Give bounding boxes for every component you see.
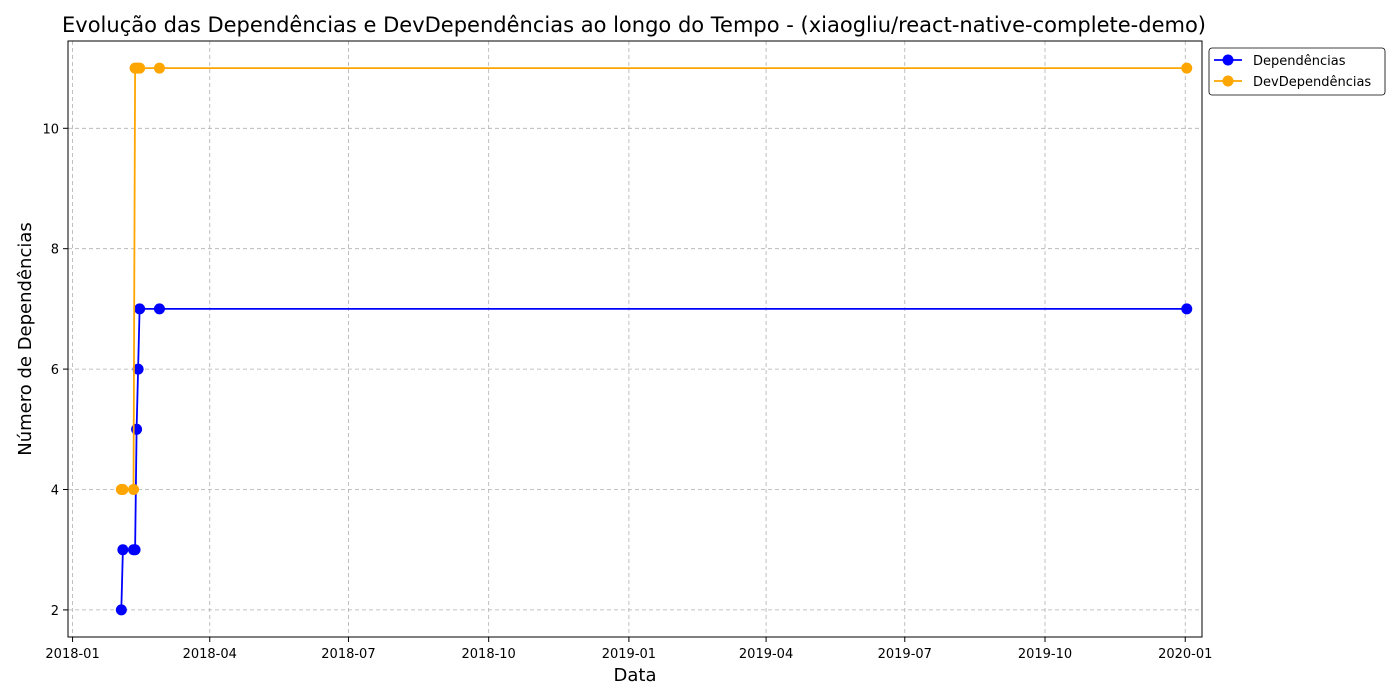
y-tick-label: 8 (51, 243, 59, 258)
y-tick-label: 4 (51, 484, 59, 499)
x-tick-label: 2018-04 (183, 647, 237, 662)
series-devdependencias (115, 62, 1193, 496)
x-tick-label: 2019-04 (739, 647, 793, 662)
y-axis-label: Número de Dependências (15, 222, 36, 456)
chart-title: Evolução das Dependências e DevDependênc… (62, 13, 1206, 37)
x-axis: 2018-01 2018-04 2018-07 2018-10 2019-01 2019-… (45, 637, 1212, 662)
data-point-devdependencias (153, 62, 165, 74)
series-line-dependencias (120, 307, 1187, 610)
series-layer (115, 62, 1193, 616)
legend: Dependências DevDependências (1208, 47, 1386, 96)
x-tick-label: 2018-10 (462, 647, 516, 662)
data-point-dependencias (1181, 303, 1193, 315)
data-point-dependencias (115, 604, 127, 616)
data-point-dependencias (117, 544, 129, 556)
data-point-dependencias (131, 423, 143, 435)
series-line-devdependencias (121, 67, 1187, 491)
x-tick-label: 2018-01 (45, 647, 99, 662)
data-point-devdependencias (1181, 62, 1193, 74)
x-tick-label: 2019-01 (602, 647, 656, 662)
x-tick-label: 2019-10 (1018, 647, 1072, 662)
data-point-dependencias (129, 544, 141, 556)
plot-frame (67, 40, 1203, 638)
legend-marker-dependencias (1222, 54, 1234, 66)
grid (68, 41, 1202, 637)
x-axis-label: Data (614, 665, 657, 686)
legend-label-dependencias: Dependências (1253, 54, 1346, 69)
data-point-dependencias (153, 303, 165, 315)
legend-marker-devdependencias (1222, 75, 1234, 87)
y-tick-label: 2 (51, 604, 59, 619)
data-point-devdependencias (134, 62, 146, 74)
series-dependencias (115, 303, 1193, 616)
x-tick-label: 2019-07 (878, 647, 932, 662)
legend-label-devdependencias: DevDependências (1253, 75, 1371, 90)
legend-box (1208, 47, 1386, 96)
y-tick-label: 6 (51, 363, 59, 378)
y-axis: 2 4 6 8 10 (42, 122, 68, 619)
data-point-dependencias (134, 303, 146, 315)
data-point-devdependencias (117, 484, 129, 496)
x-tick-label: 2018-07 (321, 647, 375, 662)
x-tick-label: 2020-01 (1158, 647, 1212, 662)
data-point-dependencias (132, 363, 144, 375)
data-point-devdependencias (128, 484, 140, 496)
y-tick-label: 10 (42, 122, 59, 137)
